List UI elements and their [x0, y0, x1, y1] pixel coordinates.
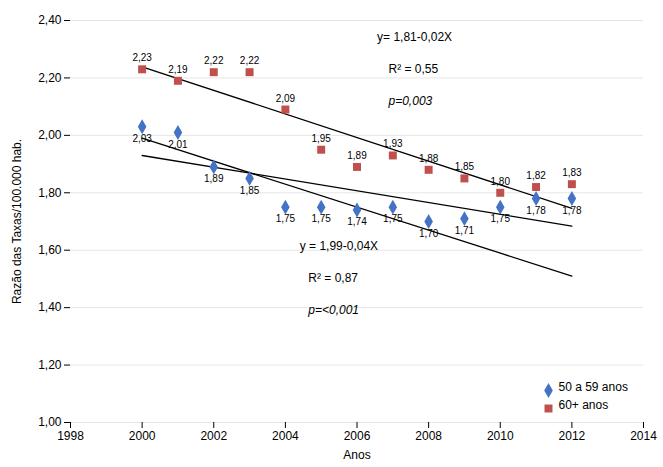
svg-text:2,03: 2,03: [132, 133, 152, 144]
svg-text:1,89: 1,89: [204, 173, 224, 184]
svg-text:1,74: 1,74: [347, 216, 367, 227]
svg-text:2014: 2014: [630, 429, 657, 443]
svg-text:1,85: 1,85: [455, 161, 475, 172]
svg-text:50 a 59 anos: 50 a 59 anos: [559, 380, 628, 394]
svg-text:2,22: 2,22: [240, 55, 260, 66]
svg-text:1,71: 1,71: [455, 225, 475, 236]
svg-text:2000: 2000: [129, 429, 156, 443]
svg-text:2,22: 2,22: [204, 55, 224, 66]
svg-text:R² = 0,55: R² = 0,55: [389, 62, 439, 76]
svg-text:1,80: 1,80: [491, 176, 511, 187]
svg-text:Anos: Anos: [343, 448, 370, 462]
svg-text:1,40: 1,40: [38, 300, 62, 314]
svg-text:1,88: 1,88: [419, 153, 439, 164]
svg-text:1,78: 1,78: [562, 205, 582, 216]
svg-text:1,83: 1,83: [562, 167, 582, 178]
svg-text:2,23: 2,23: [132, 52, 152, 63]
svg-text:1,75: 1,75: [311, 213, 331, 224]
svg-text:p=<0,001: p=<0,001: [307, 303, 359, 317]
svg-text:2008: 2008: [415, 429, 442, 443]
svg-text:2,00: 2,00: [38, 128, 62, 142]
svg-text:1,70: 1,70: [419, 228, 439, 239]
svg-text:1,20: 1,20: [38, 358, 62, 372]
svg-text:1,75: 1,75: [383, 213, 403, 224]
svg-text:1998: 1998: [57, 429, 84, 443]
svg-text:2,01: 2,01: [168, 139, 188, 150]
svg-text:1,75: 1,75: [491, 213, 511, 224]
svg-text:2,09: 2,09: [276, 93, 296, 104]
svg-text:1,93: 1,93: [383, 138, 403, 149]
svg-text:2,20: 2,20: [38, 71, 62, 85]
svg-text:1,85: 1,85: [240, 185, 260, 196]
svg-text:y = 1,99-0,04X: y = 1,99-0,04X: [300, 239, 378, 253]
svg-text:1,80: 1,80: [38, 186, 62, 200]
svg-text:2,19: 2,19: [168, 64, 188, 75]
svg-text:1,78: 1,78: [526, 205, 546, 216]
svg-text:2004: 2004: [272, 429, 299, 443]
svg-text:1,00: 1,00: [38, 415, 62, 429]
svg-text:y= 1,81-0,02X: y= 1,81-0,02X: [377, 30, 452, 44]
svg-text:1,82: 1,82: [526, 170, 546, 181]
svg-text:1,89: 1,89: [347, 150, 367, 161]
svg-text:60+ anos: 60+ anos: [559, 398, 609, 412]
svg-text:2006: 2006: [344, 429, 371, 443]
svg-text:1,60: 1,60: [38, 243, 62, 257]
svg-text:p=0,003: p=0,003: [388, 94, 433, 108]
svg-text:1,75: 1,75: [276, 213, 296, 224]
svg-text:2,40: 2,40: [38, 13, 62, 27]
svg-text:1,95: 1,95: [311, 133, 331, 144]
svg-text:2010: 2010: [487, 429, 514, 443]
svg-text:2002: 2002: [200, 429, 227, 443]
svg-text:2012: 2012: [559, 429, 586, 443]
svg-text:R² = 0,87: R² = 0,87: [308, 271, 358, 285]
svg-text:Razão das Taxas/100.000 hab.: Razão das Taxas/100.000 hab.: [10, 139, 24, 304]
